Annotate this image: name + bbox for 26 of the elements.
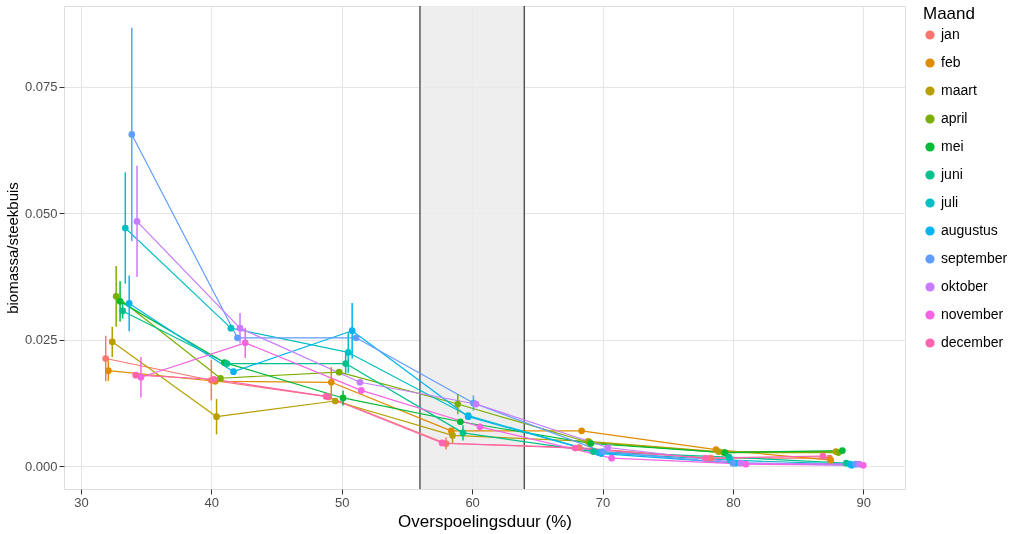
x-tick-label: 60: [465, 494, 480, 510]
legend-label: april: [941, 110, 968, 126]
legend-label: mei: [941, 138, 964, 154]
legend-label: september: [941, 250, 1008, 266]
x-tick-label: 80: [726, 494, 741, 510]
y-tick-label: 0.025: [24, 332, 58, 348]
x-tick-label: 50: [334, 494, 350, 510]
legend-label: december: [941, 334, 1004, 350]
legend-label: oktober: [941, 278, 989, 294]
x-tick-label: 70: [595, 494, 611, 510]
y-tick-label: 0.000: [24, 458, 58, 474]
legend-label: juli: [940, 194, 959, 210]
legend-label: november: [941, 306, 1004, 322]
x-axis-title: Overspoelingsduur (%): [398, 511, 572, 531]
y-axis-title: biomassa/steekbuis: [3, 182, 21, 314]
legend-label: juni: [940, 166, 963, 182]
legend-label: feb: [941, 54, 961, 70]
legend-label: augustus: [941, 222, 998, 238]
legend-title: Maand: [923, 4, 975, 23]
x-tick-label: 30: [74, 494, 89, 510]
legend-label: maart: [941, 82, 977, 98]
y-tick-label: 0.050: [24, 205, 58, 221]
legend-label: jan: [940, 26, 960, 42]
x-tick-label: 90: [856, 494, 872, 510]
y-tick-label: 0.075: [24, 79, 58, 95]
x-tick-label: 40: [204, 494, 220, 510]
